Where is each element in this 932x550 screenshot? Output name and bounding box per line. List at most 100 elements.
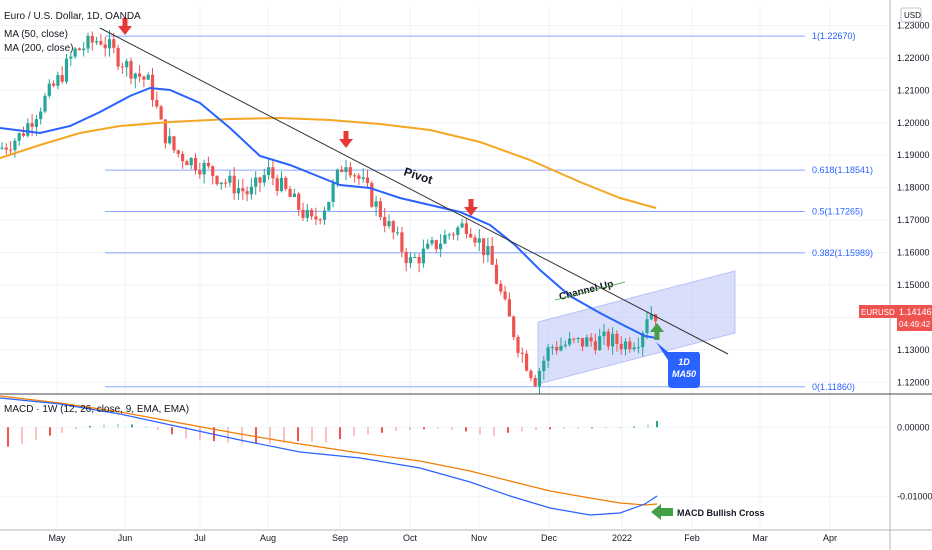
macd-histogram-bar [549, 427, 551, 430]
candle [593, 333, 597, 355]
candle [271, 158, 275, 186]
candle [133, 72, 137, 89]
candle [542, 355, 546, 380]
fib-level-label: 0.382(1.15989) [812, 248, 873, 258]
macd-histogram-bar [185, 427, 187, 439]
currency-badge: USD [900, 7, 922, 23]
candle [576, 337, 580, 343]
candle [456, 225, 460, 241]
ma50-badge-line1: 1D [678, 357, 690, 367]
candle [297, 191, 301, 217]
macd-histogram-bar [35, 427, 37, 440]
candle [353, 173, 357, 183]
candle [451, 232, 456, 240]
candle [378, 197, 382, 221]
x-tick-label: Jul [194, 533, 206, 543]
macd-histogram-bar [325, 427, 327, 443]
macd-title: MACD · 1W (12, 26, close, 9, EMA, EMA) [4, 404, 189, 415]
candle [598, 328, 602, 351]
candle [494, 258, 499, 285]
candle [155, 91, 159, 109]
candle [73, 47, 77, 59]
candle [90, 31, 94, 51]
macd-signal-line [0, 395, 658, 506]
candle [365, 169, 370, 188]
macd-panel [0, 395, 658, 516]
candle [473, 234, 477, 247]
candle [47, 79, 51, 99]
candle [585, 334, 589, 347]
candle [13, 138, 17, 158]
candle [512, 315, 516, 341]
macd-histogram-bar [633, 426, 635, 428]
x-tick-label: 2022 [612, 533, 632, 543]
candle [649, 306, 653, 321]
candle [176, 149, 180, 158]
candle [447, 232, 451, 240]
macd-histogram-bar [437, 427, 439, 429]
candle [120, 62, 124, 74]
macd-histogram-bar [647, 424, 649, 428]
candle [9, 141, 13, 156]
macd-line [0, 397, 658, 516]
candle [314, 207, 318, 225]
candle [206, 156, 210, 169]
candle [400, 226, 404, 258]
macd-histogram-bar [535, 427, 537, 431]
candle [288, 185, 292, 198]
candle [56, 71, 60, 90]
macd-histogram-bar [605, 427, 607, 429]
candle [348, 161, 352, 179]
candle [426, 239, 430, 250]
macd-histogram-bar [521, 427, 523, 432]
candle [39, 107, 43, 125]
candle [245, 186, 249, 202]
candle [254, 171, 258, 195]
macd-histogram-bar [255, 427, 257, 444]
pivot-trendline [99, 27, 729, 355]
macd-histogram-bar [297, 427, 299, 442]
candle [408, 252, 413, 269]
candle [52, 80, 56, 88]
ma50-line [0, 86, 657, 339]
fib-level-label: 0.618(1.18541) [812, 165, 873, 175]
candle [125, 58, 129, 77]
candle [322, 206, 327, 225]
candle [443, 229, 447, 245]
candle [331, 178, 335, 208]
candle [477, 228, 481, 252]
candle [559, 337, 563, 352]
macd-histogram-bar [21, 427, 23, 444]
candle [460, 218, 464, 229]
candle [172, 135, 176, 154]
sell-signal-arrow [339, 131, 353, 148]
candle [387, 214, 391, 229]
candle [284, 176, 288, 191]
candle [26, 118, 30, 138]
macd-histogram-bar [381, 427, 383, 433]
candle [211, 165, 215, 185]
macd-histogram-bar [7, 427, 9, 447]
candle [318, 217, 322, 225]
candle [391, 219, 395, 240]
price-countdown: 04:49:42 [899, 320, 931, 329]
candle [525, 350, 529, 372]
fib-level-label: 1(1.22670) [812, 31, 856, 41]
candle [499, 280, 503, 295]
macd-histogram-bar [227, 427, 229, 443]
fibonacci-levels: 1(1.22670) 0.618(1.18541) 0.5(1.17265) 0.38… [105, 31, 873, 392]
macd-histogram-bar [49, 427, 51, 436]
candle [430, 236, 434, 247]
candle [146, 72, 150, 80]
candle [340, 165, 344, 173]
candle [421, 239, 425, 268]
candle [219, 182, 223, 190]
candle [572, 337, 576, 344]
candle [507, 292, 511, 317]
candle [224, 178, 228, 188]
candle [370, 180, 374, 209]
macd-histogram-bar [591, 427, 593, 429]
sell-signal-arrow [464, 199, 478, 216]
candle [77, 47, 81, 51]
